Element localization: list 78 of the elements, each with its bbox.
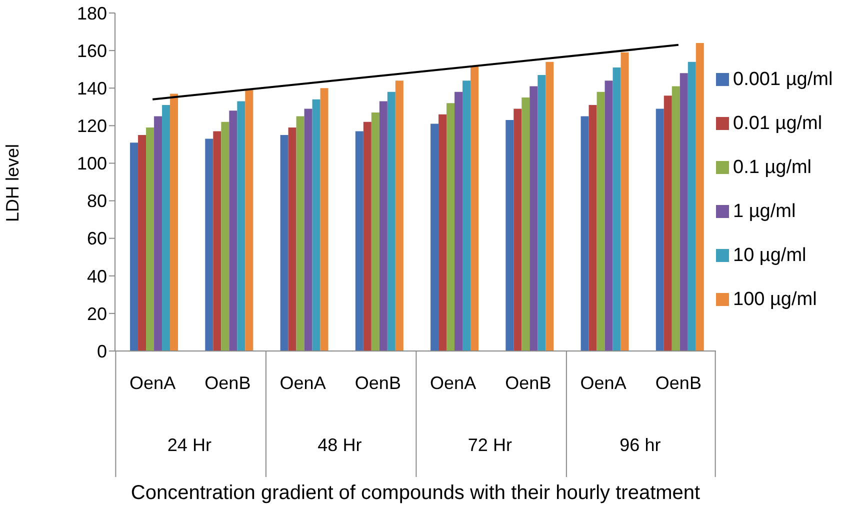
bar bbox=[612, 67, 621, 351]
y-tick-label: 120 bbox=[76, 116, 107, 136]
bar bbox=[304, 108, 312, 351]
legend-label: 10 µg/ml bbox=[733, 245, 806, 266]
bar bbox=[296, 116, 304, 351]
y-tick-label: 80 bbox=[86, 191, 107, 212]
x-tick-label: OenB bbox=[505, 373, 552, 393]
bar bbox=[596, 92, 605, 351]
bar bbox=[664, 96, 672, 351]
x-tick-label: OenA bbox=[580, 373, 626, 393]
bar bbox=[454, 92, 463, 351]
bar bbox=[588, 105, 597, 351]
x-tick-label: OenB bbox=[655, 373, 702, 393]
bar bbox=[288, 128, 296, 351]
y-tick-label: 60 bbox=[86, 228, 107, 249]
bar bbox=[371, 112, 380, 351]
bar bbox=[213, 131, 222, 351]
bar bbox=[162, 105, 170, 351]
bar bbox=[446, 103, 455, 351]
x-tick-label: OenA bbox=[430, 373, 476, 393]
bar bbox=[580, 116, 589, 351]
bar bbox=[237, 101, 246, 351]
y-tick-label: 140 bbox=[76, 78, 107, 98]
legend-label: 1 µg/ml bbox=[733, 201, 796, 222]
bar bbox=[280, 135, 288, 351]
y-tick-label: 100 bbox=[76, 154, 107, 174]
bar bbox=[522, 98, 530, 351]
bar bbox=[680, 73, 688, 351]
bar bbox=[688, 62, 696, 351]
bar bbox=[221, 122, 230, 351]
bar bbox=[355, 131, 364, 351]
y-axis-title: LDH level bbox=[2, 144, 22, 222]
bar bbox=[154, 116, 162, 351]
bar bbox=[530, 86, 538, 351]
bar bbox=[462, 80, 471, 351]
bar bbox=[387, 92, 396, 351]
bar bbox=[514, 108, 522, 351]
x-tick-label: OenA bbox=[130, 373, 176, 393]
text: 48 Hr bbox=[318, 435, 362, 455]
bar bbox=[170, 94, 178, 351]
bar bbox=[438, 114, 447, 351]
bar bbox=[395, 80, 404, 351]
bar bbox=[312, 99, 320, 351]
bar bbox=[229, 110, 238, 351]
y-tick-label: 0 bbox=[96, 341, 107, 362]
text: 24 Hr bbox=[167, 435, 212, 455]
y-tick-label: 180 bbox=[76, 3, 107, 24]
bar bbox=[656, 108, 664, 351]
bar bbox=[146, 128, 154, 351]
bar bbox=[546, 62, 554, 351]
legend-label: 100 µg/ml bbox=[733, 289, 817, 310]
bar bbox=[696, 43, 704, 351]
bar bbox=[320, 88, 328, 351]
legend-label: 0.01 µg/ml bbox=[733, 113, 822, 134]
bar bbox=[379, 101, 388, 351]
text: 72 Hr bbox=[468, 435, 512, 455]
x-tick-label: OenA bbox=[280, 373, 326, 393]
bar bbox=[205, 138, 214, 351]
bar bbox=[506, 120, 514, 351]
bar bbox=[672, 86, 680, 351]
bar bbox=[130, 142, 138, 351]
text: 96 hr bbox=[620, 435, 661, 455]
legend-label: 0.001 µg/ml bbox=[733, 69, 833, 90]
bar bbox=[620, 52, 629, 351]
y-tick-label: 20 bbox=[86, 304, 107, 324]
bar bbox=[245, 90, 254, 351]
x-axis-title: Concentration gradient of compounds with their hourly treatment bbox=[130, 482, 701, 504]
bar bbox=[604, 80, 613, 351]
bar bbox=[363, 122, 372, 351]
bar bbox=[538, 74, 546, 351]
y-tick-label: 160 bbox=[76, 40, 107, 61]
bar bbox=[430, 124, 439, 351]
x-tick-label: OenB bbox=[354, 373, 401, 393]
legend-label: 0.1 µg/ml bbox=[733, 157, 812, 178]
bar bbox=[138, 135, 146, 351]
bar bbox=[470, 66, 479, 351]
x-tick-label: OenB bbox=[204, 373, 251, 393]
y-tick-label: 40 bbox=[86, 266, 107, 286]
